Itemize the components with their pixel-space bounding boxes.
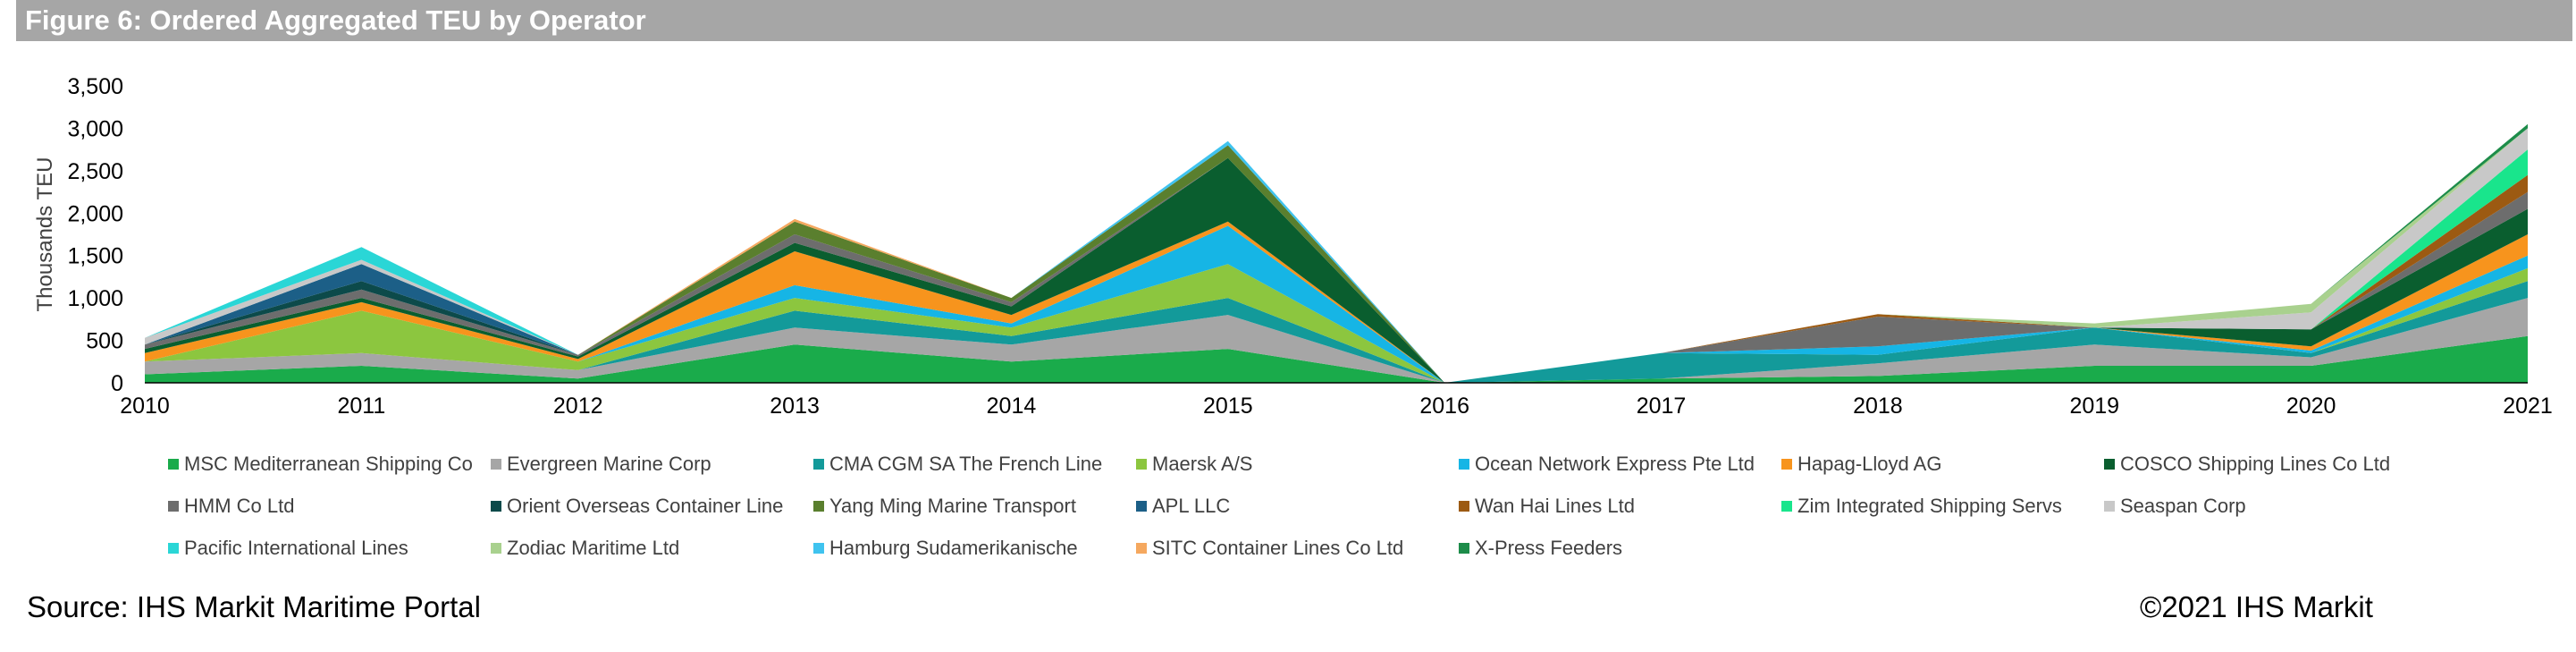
legend-label: APL LLC: [1152, 495, 1231, 517]
legend-item: X-Press Feeders: [1459, 535, 1781, 562]
legend-swatch: [1459, 459, 1469, 470]
y-tick-label: 1,500: [67, 244, 123, 269]
legend-swatch: [1136, 459, 1147, 470]
y-tick-label: 0: [111, 371, 123, 396]
legend-item: SITC Container Lines Co Ltd: [1136, 535, 1459, 562]
legend-item: Yang Ming Marine Transport: [813, 493, 1136, 520]
legend-item: MSC Mediterranean Shipping Co: [168, 451, 491, 478]
x-tick-label: 2010: [120, 394, 170, 419]
area-series-cma-cgm-sa-the-french-line: [145, 281, 2528, 383]
legend-label: Yang Ming Marine Transport: [829, 495, 1076, 517]
legend-swatch: [813, 501, 824, 512]
legend-label: X-Press Feeders: [1475, 537, 1623, 559]
y-tick-label: 500: [86, 329, 123, 354]
legend-item: Hamburg Sudamerikanische: [813, 535, 1136, 562]
legend-item: APL LLC: [1136, 493, 1459, 520]
x-tick-label: 2016: [1419, 394, 1469, 419]
source-note: Source: IHS Markit Maritime Portal: [27, 590, 481, 623]
legend-item: Hapag-Lloyd AG: [1781, 451, 2104, 478]
legend-item: Wan Hai Lines Ltd: [1459, 493, 1781, 520]
legend-item: HMM Co Ltd: [168, 493, 491, 520]
y-axis-label: Thousands TEU: [33, 157, 57, 312]
legend-swatch: [1459, 543, 1469, 554]
legend-label: Ocean Network Express Pte Ltd: [1475, 453, 1755, 475]
legend-swatch: [168, 501, 179, 512]
legend-label: Orient Overseas Container Line: [507, 495, 784, 517]
y-tick-label: 2,500: [67, 159, 123, 184]
copyright-note: ©2021 IHS Markit: [2140, 590, 2373, 623]
legend-label: Seaspan Corp: [2120, 495, 2246, 517]
legend-label: Pacific International Lines: [184, 537, 408, 559]
x-tick-label: 2012: [553, 394, 603, 419]
legend-label: Zim Integrated Shipping Servs: [1797, 495, 2062, 517]
legend-item: Ocean Network Express Pte Ltd: [1459, 451, 1781, 478]
legend-swatch: [2104, 459, 2115, 470]
x-tick-label: 2011: [337, 394, 385, 419]
y-tick-label: 2,000: [67, 201, 123, 226]
x-tick-label: 2013: [770, 394, 820, 419]
legend-swatch: [168, 543, 179, 554]
legend-swatch: [1459, 501, 1469, 512]
legend-swatch: [813, 459, 824, 470]
x-tick-label: 2015: [1203, 394, 1253, 419]
legend-label: Evergreen Marine Corp: [507, 453, 711, 475]
legend-swatch: [491, 543, 501, 554]
x-tick-label: 2020: [2286, 394, 2336, 419]
legend-label: Zodiac Maritime Ltd: [507, 537, 680, 559]
legend-item: Zim Integrated Shipping Servs: [1781, 493, 2104, 520]
legend-swatch: [1781, 501, 1792, 512]
x-tick-label: 2021: [2503, 394, 2553, 419]
figure-title-bar: Figure 6: Ordered Aggregated TEU by Oper…: [16, 0, 2572, 41]
area-series-msc-mediterranean-shipping-co: [145, 335, 2528, 383]
legend-item: Maersk A/S: [1136, 451, 1459, 478]
y-tick-label: 3,500: [67, 74, 123, 99]
legend-label: MSC Mediterranean Shipping Co: [184, 453, 473, 475]
figure-title: Figure 6: Ordered Aggregated TEU by Oper…: [25, 4, 646, 36]
legend-swatch: [1136, 543, 1147, 554]
legend-swatch: [813, 543, 824, 554]
legend-swatch: [491, 501, 501, 512]
legend-item: COSCO Shipping Lines Co Ltd: [2104, 451, 2427, 478]
legend-item: Seaspan Corp: [2104, 493, 2427, 520]
legend-swatch: [2104, 501, 2115, 512]
legend-label: HMM Co Ltd: [184, 495, 295, 517]
y-tick-label: 1,000: [67, 286, 123, 311]
x-tick-label: 2019: [2069, 394, 2119, 419]
legend-item: Zodiac Maritime Ltd: [491, 535, 813, 562]
legend-item: Orient Overseas Container Line: [491, 493, 813, 520]
area-series-evergreen-marine-corp: [145, 298, 2528, 383]
stacked-area-chart: Thousands TEU 0 500 1,000 1,500 2,000 2,500 3,0…: [33, 74, 2553, 419]
x-tick-label: 2017: [1637, 394, 1687, 419]
legend-label: Hapag-Lloyd AG: [1797, 453, 1942, 475]
legend-swatch: [491, 459, 501, 470]
legend-label: COSCO Shipping Lines Co Ltd: [2120, 453, 2391, 475]
legend-item: Pacific International Lines: [168, 535, 491, 562]
legend-label: Wan Hai Lines Ltd: [1475, 495, 1635, 517]
y-tick-label: 3,000: [67, 116, 123, 141]
x-tick-label: 2014: [987, 394, 1037, 419]
legend-label: Maersk A/S: [1152, 453, 1253, 475]
legend-item: CMA CGM SA The French Line: [813, 451, 1136, 478]
legend-swatch: [168, 459, 179, 470]
legend-label: CMA CGM SA The French Line: [829, 453, 1103, 475]
legend-swatch: [1781, 459, 1792, 470]
legend-label: Hamburg Sudamerikanische: [829, 537, 1078, 559]
legend-swatch: [1136, 501, 1147, 512]
chart-legend: MSC Mediterranean Shipping Co Evergreen M…: [168, 451, 2429, 562]
x-tick-label: 2018: [1853, 394, 1903, 419]
legend-item: Evergreen Marine Corp: [491, 451, 813, 478]
legend-label: SITC Container Lines Co Ltd: [1152, 537, 1404, 559]
area-series-maersk-a-s: [145, 264, 2528, 383]
